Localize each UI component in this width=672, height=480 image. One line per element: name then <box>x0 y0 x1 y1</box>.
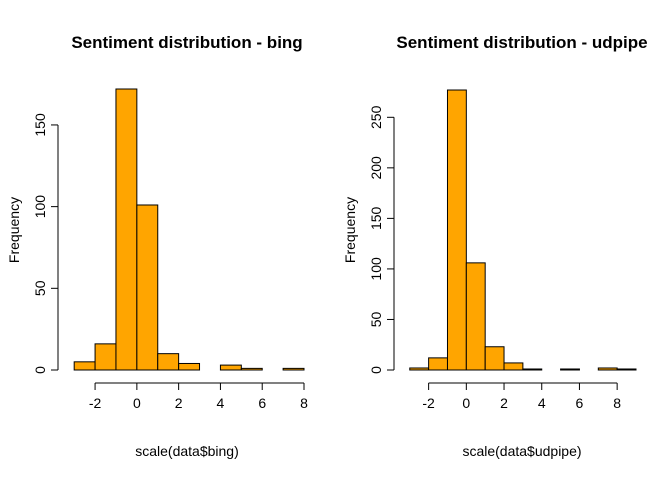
y-tick-label: 50 <box>368 311 384 327</box>
x-tick-label: 0 <box>462 395 470 411</box>
y-axis: 0 50 100 150 200 250 <box>368 105 395 374</box>
histogram-bar <box>73 361 96 371</box>
y-axis: 0 50 100 150 <box>32 113 59 374</box>
y-axis-label: Frequency <box>6 197 22 263</box>
y-tick-label: 200 <box>368 156 384 180</box>
y-tick-label: 50 <box>32 280 48 296</box>
x-tick-label: 6 <box>258 395 266 411</box>
y-tick-label: 150 <box>368 206 384 230</box>
y-tick-label: 150 <box>32 113 48 137</box>
bars <box>409 89 637 371</box>
histogram-bar <box>282 367 305 371</box>
histogram-bar <box>157 353 180 371</box>
y-tick-label: 0 <box>32 366 48 374</box>
histogram-bar <box>503 362 524 371</box>
x-tick-label: -2 <box>89 395 102 411</box>
histogram-bar <box>136 204 159 371</box>
y-axis-label: Frequency <box>342 197 358 263</box>
x-tick-label: 4 <box>217 395 225 411</box>
x-tick-label: 6 <box>576 395 584 411</box>
bars <box>73 88 305 371</box>
chart-title: Sentiment distribution - udpipe <box>396 33 647 52</box>
x-axis-label: scale(data$udpipe) <box>462 443 581 459</box>
y-tick-label: 100 <box>32 195 48 219</box>
x-tick-label: 8 <box>613 395 621 411</box>
histogram-panel-bing: Sentiment distribution - bing scale(data… <box>6 33 308 459</box>
histogram-bar <box>409 367 430 371</box>
histogram-bar <box>560 368 580 371</box>
x-tick-label: 2 <box>500 395 508 411</box>
x-tick-label: 8 <box>300 395 308 411</box>
histogram-bar <box>597 367 618 371</box>
histogram-bar <box>94 343 117 371</box>
x-axis: -2 0 2 4 6 8 <box>89 382 308 411</box>
histogram-bar <box>616 368 637 371</box>
histogram-bar <box>484 346 505 371</box>
y-tick-label: 0 <box>368 366 384 374</box>
y-tick-label: 250 <box>368 105 384 129</box>
histogram-bar <box>178 362 201 371</box>
histogram-bar <box>115 88 138 371</box>
chart-title: Sentiment distribution - bing <box>71 33 302 52</box>
histogram-bar <box>428 357 448 371</box>
histogram-panel-udpipe: Sentiment distribution - udpipe scale(da… <box>342 33 648 459</box>
histogram-bar <box>219 364 242 371</box>
x-axis: -2 0 2 4 6 8 <box>422 382 621 411</box>
x-tick-label: 0 <box>133 395 141 411</box>
histogram-bar <box>446 89 467 371</box>
histogram-bar <box>522 368 543 371</box>
y-tick-label: 100 <box>368 257 384 281</box>
x-axis-label: scale(data$bing) <box>135 443 239 459</box>
histogram-bar <box>465 262 486 371</box>
x-tick-label: 4 <box>538 395 546 411</box>
histogram-bar <box>240 367 263 371</box>
x-tick-label: -2 <box>422 395 435 411</box>
x-tick-label: 2 <box>175 395 183 411</box>
